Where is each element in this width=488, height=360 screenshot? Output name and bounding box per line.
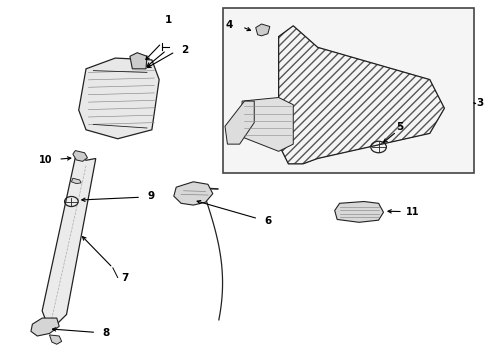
Polygon shape <box>334 202 383 222</box>
Text: 7: 7 <box>121 273 128 283</box>
Polygon shape <box>49 335 61 344</box>
Text: 3: 3 <box>475 98 482 108</box>
Text: 5: 5 <box>395 122 403 132</box>
Text: 6: 6 <box>264 216 271 226</box>
Polygon shape <box>71 178 81 184</box>
Polygon shape <box>224 101 254 144</box>
Polygon shape <box>255 24 269 36</box>
Polygon shape <box>31 318 59 336</box>
Text: 10: 10 <box>39 155 52 165</box>
Polygon shape <box>73 150 87 161</box>
Text: 11: 11 <box>405 207 419 217</box>
Polygon shape <box>42 153 96 324</box>
Polygon shape <box>173 182 212 205</box>
Text: 1: 1 <box>165 15 172 26</box>
Text: 2: 2 <box>181 45 188 55</box>
Polygon shape <box>130 53 147 69</box>
Polygon shape <box>79 58 159 139</box>
Text: 9: 9 <box>147 191 154 201</box>
Text: 4: 4 <box>225 20 232 30</box>
Text: 8: 8 <box>102 328 109 338</box>
Bar <box>222 8 473 173</box>
Polygon shape <box>242 98 293 151</box>
